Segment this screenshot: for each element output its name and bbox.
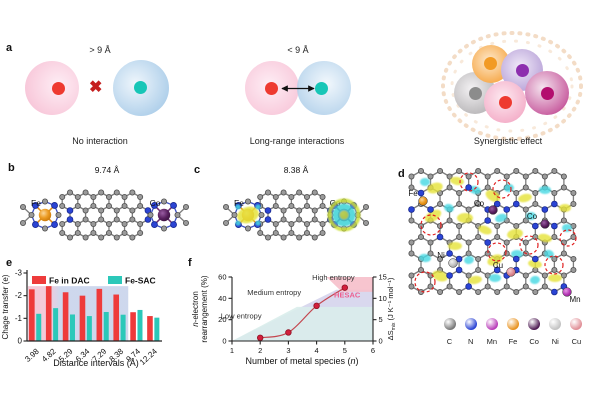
legend-item-Ni: Ni bbox=[546, 318, 565, 346]
legend-sphere-Mn bbox=[485, 318, 498, 330]
legend-item-Mn: Mn bbox=[482, 318, 501, 346]
svg-text:20: 20 bbox=[218, 315, 226, 324]
panel-e-label: e bbox=[6, 257, 13, 269]
caption-no-interaction: No interaction bbox=[72, 136, 128, 146]
legend-sphere-Ni bbox=[549, 318, 562, 330]
dot-orange bbox=[484, 57, 497, 70]
svg-text:Fe-SAC: Fe-SAC bbox=[125, 276, 156, 286]
svg-text:5: 5 bbox=[343, 346, 347, 355]
svg-text:0: 0 bbox=[222, 337, 226, 346]
line-chart: Low entropy Medium entropy High entropy HES… bbox=[191, 273, 397, 367]
legend-sphere-Co bbox=[528, 318, 541, 330]
legend-label-Cu: Cu bbox=[571, 337, 582, 346]
svg-text:rearrangement (%): rearrangement (%) bbox=[200, 275, 209, 342]
panel-f-label: f bbox=[188, 257, 192, 269]
svg-text:Cu: Cu bbox=[493, 261, 503, 270]
legend-sphere-C bbox=[443, 318, 456, 330]
no-interaction-x-icon: ✖ bbox=[89, 79, 103, 96]
molecule-c: 8.38 ÅFe Co bbox=[222, 165, 369, 241]
svg-text:Low entropy: Low entropy bbox=[221, 312, 262, 321]
svg-text:-2: -2 bbox=[15, 291, 23, 300]
svg-text:3.98: 3.98 bbox=[23, 346, 41, 363]
svg-text:0: 0 bbox=[379, 337, 383, 346]
caption-long-range: Long-range interactions bbox=[249, 136, 345, 146]
svg-text:5: 5 bbox=[379, 315, 383, 324]
legend-label-Fe: Fe bbox=[508, 337, 518, 346]
legend-item-Cu: Cu bbox=[567, 318, 586, 346]
legend-sphere-Cu bbox=[570, 318, 583, 330]
svg-text:Distance intervals (Å): Distance intervals (Å) bbox=[53, 358, 139, 368]
interaction-arrow-icon bbox=[281, 85, 315, 92]
svg-text:12.24: 12.24 bbox=[138, 346, 159, 366]
svg-text:60: 60 bbox=[218, 273, 226, 282]
svg-text:9.74 Å: 9.74 Å bbox=[95, 165, 120, 175]
svg-text:3: 3 bbox=[286, 346, 290, 355]
caption-synergistic: Synergistic effect bbox=[473, 136, 543, 146]
legend-label-Mn: Mn bbox=[486, 337, 498, 346]
svg-text:Mn: Mn bbox=[569, 295, 580, 304]
legend-label-N: N bbox=[467, 337, 474, 346]
svg-text:Co: Co bbox=[527, 212, 538, 221]
svg-text:1: 1 bbox=[230, 346, 234, 355]
legend-label-Ni: Ni bbox=[551, 337, 559, 346]
svg-text:Co: Co bbox=[474, 199, 485, 208]
svg-text:-3: -3 bbox=[15, 269, 23, 278]
svg-text:0: 0 bbox=[18, 337, 23, 346]
legend-label-Co: Co bbox=[529, 337, 539, 346]
svg-text:High entropy: High entropy bbox=[312, 273, 355, 282]
svg-text:ΔSmix (J K⁻¹ mol⁻¹): ΔSmix (J K⁻¹ mol⁻¹) bbox=[386, 277, 397, 340]
panel-b-label: b bbox=[8, 162, 15, 174]
svg-text:4: 4 bbox=[315, 346, 319, 355]
svg-text:Fe: Fe bbox=[234, 198, 244, 208]
teal-atom-dot-2 bbox=[315, 82, 328, 95]
svg-text:-1: -1 bbox=[15, 314, 23, 323]
distance-label-gt9: > 9 Å bbox=[89, 45, 111, 55]
legend-item-Co: Co bbox=[525, 318, 544, 346]
legend-label-C: C bbox=[446, 337, 453, 346]
svg-text:8.38 Å: 8.38 Å bbox=[284, 165, 309, 175]
panel-d-label: d bbox=[398, 168, 405, 180]
panel-c-label: c bbox=[194, 164, 201, 176]
svg-text:40: 40 bbox=[218, 294, 226, 303]
dot-red bbox=[499, 96, 512, 109]
svg-text:Fe: Fe bbox=[31, 198, 41, 208]
panel-a-label: a bbox=[6, 42, 13, 54]
svg-text:Co: Co bbox=[150, 198, 161, 208]
legend-item-C: C bbox=[440, 318, 459, 346]
molecule-d: Fe Co Co Ni Cu Mn bbox=[408, 168, 581, 304]
red-atom-dot bbox=[52, 82, 65, 95]
svg-text:HESAC: HESAC bbox=[334, 290, 361, 299]
svg-text:Chage transfer (e): Chage transfer (e) bbox=[1, 274, 10, 339]
legend-item-Fe: Fe bbox=[503, 318, 522, 346]
legend-sphere-N bbox=[464, 318, 477, 330]
svg-text:Medium entropy: Medium entropy bbox=[247, 288, 301, 297]
atom-legend: C N Mn Fe Co Ni Cu bbox=[440, 318, 586, 346]
svg-text:6: 6 bbox=[371, 346, 375, 355]
legend-sphere-Fe bbox=[506, 318, 519, 330]
svg-text:10: 10 bbox=[379, 294, 387, 303]
svg-text:Ni: Ni bbox=[437, 251, 445, 260]
svg-text:Fe: Fe bbox=[408, 189, 418, 198]
molecule-b: 9.74 Å Fe Co bbox=[19, 165, 189, 241]
svg-text:15: 15 bbox=[379, 273, 387, 282]
svg-text:2: 2 bbox=[258, 346, 262, 355]
svg-text:Fe in DAC: Fe in DAC bbox=[49, 276, 90, 286]
dot-purple bbox=[516, 64, 529, 77]
dot-gray bbox=[469, 87, 482, 100]
red-atom-dot-2 bbox=[265, 82, 278, 95]
distance-label-lt9: < 9 Å bbox=[287, 45, 309, 55]
bar-chart: 3.98 4.82 5.29 6.34 7.29 8.38 9.7412.24-3-2-10… bbox=[1, 269, 162, 368]
legend-item-N: N bbox=[461, 318, 480, 346]
dot-magenta bbox=[541, 87, 554, 100]
svg-text:n-electron: n-electron bbox=[191, 291, 200, 327]
synergy-sketch-ring bbox=[441, 31, 583, 141]
teal-atom-dot bbox=[134, 81, 147, 94]
svg-text:Number of metal species (n): Number of metal species (n) bbox=[245, 356, 358, 366]
